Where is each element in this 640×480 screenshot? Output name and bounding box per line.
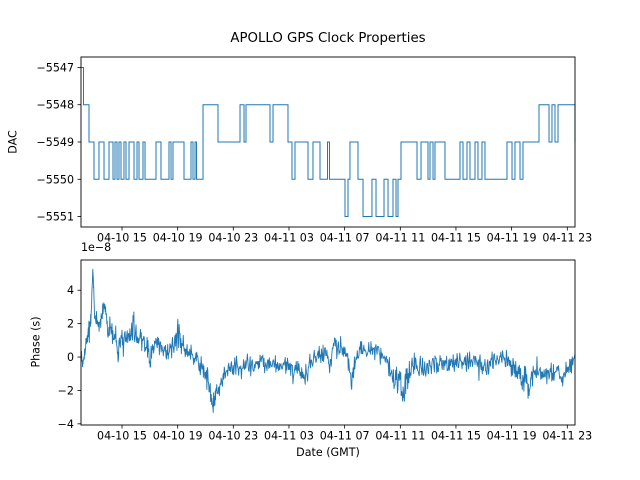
phase-x-tick-label: 04-11 15 [431, 429, 481, 442]
phase-y-tick-label: 2 [67, 318, 74, 331]
phase-x-tick-label: 04-11 19 [487, 429, 537, 442]
dac-x-tick-label: 04-10 23 [208, 231, 258, 244]
dac-x-tick-label: 04-11 15 [431, 231, 481, 244]
phase-y-tick-label: 4 [67, 284, 74, 297]
phase-x-tick-label: 04-11 11 [375, 429, 425, 442]
dac-y-tick-label: −5551 [36, 211, 74, 224]
dac-y-tick-label: −5550 [36, 173, 74, 186]
phase-y-tick-label: 0 [67, 351, 74, 364]
dac-x-tick-label: 04-11 11 [375, 231, 425, 244]
phase-x-tick-label: 04-10 19 [153, 429, 203, 442]
dac-y-tick-label: −5548 [36, 99, 74, 112]
dac-x-tick-label: 04-10 15 [97, 231, 147, 244]
chart-title: APOLLO GPS Clock Properties [230, 31, 426, 46]
phase-y-tick-label: −2 [58, 384, 74, 397]
dac-y-tick-label: −5547 [36, 61, 74, 74]
dac-series-line [81, 66, 576, 218]
phase-x-tick-label: 04-11 03 [264, 429, 314, 442]
phase-x-tick-label: 04-10 23 [208, 429, 258, 442]
phase-offset-text: 1e−8 [81, 241, 112, 254]
dac-x-tick-label: 04-11 07 [320, 231, 370, 244]
phase-x-tick-label: 04-11 07 [320, 429, 370, 442]
x-axis-label: Date (GMT) [296, 446, 360, 459]
phase-y-tick-label: −4 [58, 418, 74, 431]
dac-x-tick-label: 04-11 19 [487, 231, 537, 244]
dac-x-tick-label: 04-10 19 [153, 231, 203, 244]
phase-axes-spines [80, 259, 576, 426]
dac-y-tick-label: −5549 [36, 136, 74, 149]
phase-x-tick-label: 04-11 23 [542, 429, 592, 442]
dac-x-tick-label: 04-11 03 [264, 231, 314, 244]
dac-axes-spines [80, 56, 576, 228]
phase-series-line [80, 268, 576, 413]
dac-x-tick-label: 04-11 23 [542, 231, 592, 244]
phase-x-tick-label: 04-10 15 [97, 429, 147, 442]
